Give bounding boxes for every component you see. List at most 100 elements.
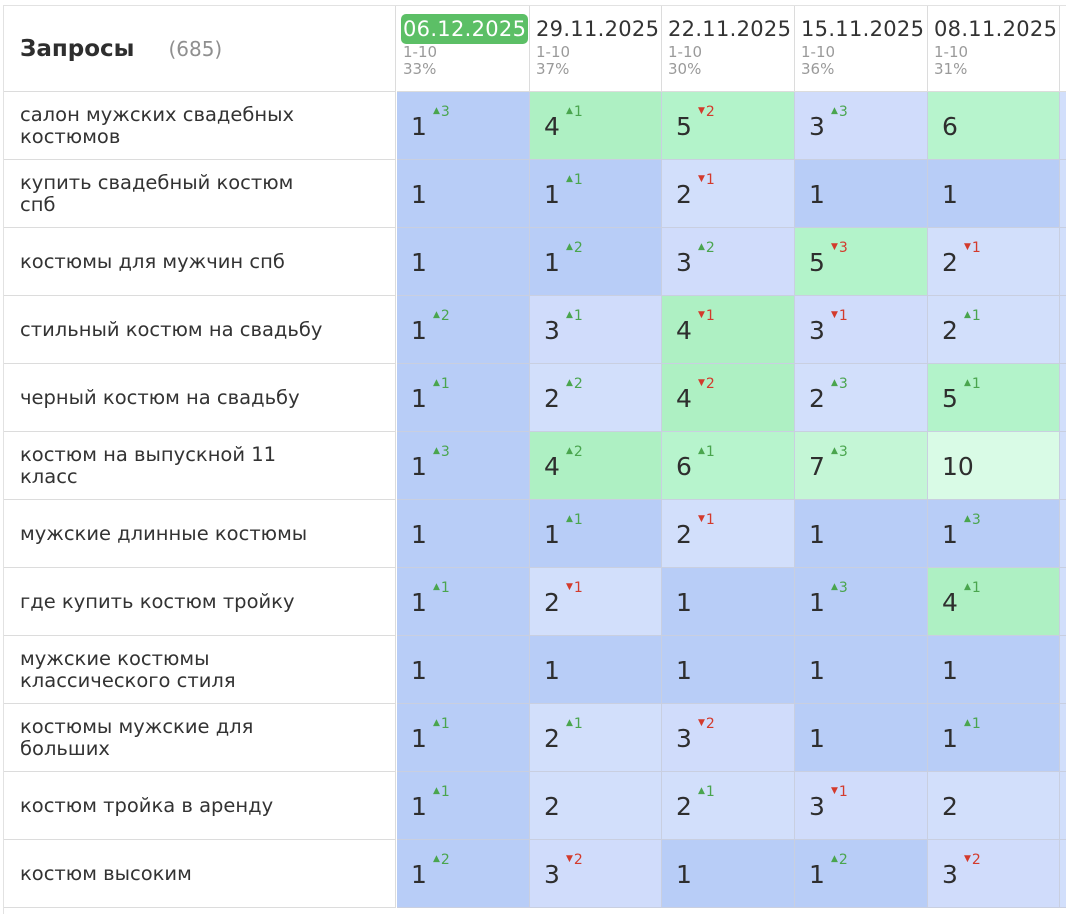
delta-up: ▲2 (566, 444, 583, 460)
position-cell[interactable]: 1 (530, 636, 662, 704)
position-cell[interactable]: 2 (530, 772, 662, 840)
position-cell[interactable]: 1 ▲1 (530, 500, 662, 568)
position-cell[interactable]: 2 (928, 772, 1060, 840)
position-cell[interactable]: 2 ▲3 (795, 364, 928, 432)
delta-up: ▲1 (566, 716, 583, 732)
position-cell[interactable]: 2 ▲1 (662, 772, 795, 840)
arrow-up-icon: ▲ (566, 242, 573, 252)
position-cell[interactable]: 1 (662, 840, 795, 908)
position-cell[interactable]: 5 ▼2 (662, 92, 795, 160)
position-value: 2 (942, 792, 958, 821)
position-cell[interactable]: 1 ▲3 (795, 568, 928, 636)
position-cell[interactable]: 3 ▲1 (530, 296, 662, 364)
position-cell[interactable]: 1 ▲1 (397, 364, 530, 432)
position-cell[interactable]: 3 ▼2 (662, 704, 795, 772)
position-cell[interactable]: 3 ▲2 (662, 228, 795, 296)
position-cell[interactable]: 3 ▼2 (928, 840, 1060, 908)
position-cell[interactable]: 1 ▲2 (795, 840, 928, 908)
position-cell[interactable]: 1 ▲3 (397, 92, 530, 160)
position-cell[interactable]: 3 ▼1 (795, 772, 928, 840)
query-cell[interactable]: костюм высоким (4, 840, 396, 908)
position-cell[interactable]: 1 ▲1 (397, 772, 530, 840)
position-cell[interactable]: 1 ▲1 (530, 160, 662, 228)
date-column-header[interactable]: 08.11.2025 1-10 31% (928, 6, 1060, 92)
position-cell[interactable]: 5 ▼3 (795, 228, 928, 296)
position-cell[interactable]: 1 (795, 500, 928, 568)
query-cell[interactable]: черный костюм на свадьбу (4, 364, 396, 432)
position-cell[interactable]: 2 ▼1 (662, 160, 795, 228)
arrow-up-icon: ▲ (433, 310, 440, 320)
query-cell[interactable]: костюм тройка в аренду (4, 772, 396, 840)
delta-value: 1 (705, 444, 715, 460)
position-cell[interactable]: 4 ▲1 (928, 568, 1060, 636)
position-cell[interactable]: 1 (397, 228, 530, 296)
position-cell[interactable]: 1 (795, 704, 928, 772)
position-cell[interactable]: 5 ▲1 (928, 364, 1060, 432)
query-cell[interactable]: костюмы мужские для больших (4, 704, 396, 772)
position-cell[interactable]: 6 (928, 92, 1060, 160)
position-cell[interactable]: 4 ▲1 (530, 92, 662, 160)
query-cell[interactable]: стильный костюм на свадьбу (4, 296, 396, 364)
delta-value: 1 (573, 716, 583, 732)
delta-up: ▲2 (433, 308, 450, 324)
position-cell[interactable]: 4 ▼2 (662, 364, 795, 432)
position-cell[interactable]: 1 (662, 568, 795, 636)
position-cell[interactable]: 1 ▲2 (397, 296, 530, 364)
position-cell[interactable]: 3 ▲3 (795, 92, 928, 160)
delta-value: 1 (971, 240, 981, 256)
delta-up: ▲1 (964, 580, 981, 596)
position-cell[interactable]: 1 (928, 160, 1060, 228)
position-cell[interactable]: 1 ▲3 (397, 432, 530, 500)
query-cell[interactable]: мужские костюмы классического стиля (4, 636, 396, 704)
position-value: 4 (676, 384, 692, 413)
date-column-header[interactable]: 29.11.2025 1-10 37% (530, 6, 662, 92)
date-column-header[interactable]: 22.11.2025 1-10 30% (662, 6, 795, 92)
delta-value: 1 (440, 716, 450, 732)
date-column-header[interactable]: 06.12.2025 1-10 33% (397, 6, 530, 92)
position-cell[interactable]: 3 ▼2 (530, 840, 662, 908)
position-cell[interactable]: 1 ▲1 (397, 704, 530, 772)
position-cell[interactable]: 6 ▲1 (662, 432, 795, 500)
arrow-up-icon: ▲ (566, 310, 573, 320)
delta-value: 3 (838, 376, 848, 392)
position-cell[interactable]: 1 ▲1 (397, 568, 530, 636)
position-cell-clipped (1060, 500, 1066, 568)
position-cell[interactable]: 1 (795, 160, 928, 228)
position-cell[interactable]: 4 ▼1 (662, 296, 795, 364)
position-cell[interactable]: 1 (397, 160, 530, 228)
query-cell[interactable]: мужские длинные костюмы (4, 500, 396, 568)
position-cell[interactable]: 10 (928, 432, 1060, 500)
arrow-down-icon: ▼ (831, 786, 838, 796)
queries-header[interactable]: Запросы (685) (4, 6, 396, 92)
position-value: 2 (676, 180, 692, 209)
query-cell[interactable]: костюм на выпускной 11 класс (4, 432, 396, 500)
position-cell[interactable]: 1 ▲3 (928, 500, 1060, 568)
query-cell[interactable]: купить свадебный костюм спб (4, 160, 396, 228)
position-cell[interactable]: 2 ▼1 (928, 228, 1060, 296)
delta-value: 2 (705, 104, 715, 120)
delta-value: 3 (838, 444, 848, 460)
position-cell[interactable]: 1 (662, 636, 795, 704)
position-value: 7 (809, 452, 825, 481)
position-cell[interactable]: 2 ▼1 (662, 500, 795, 568)
position-cell[interactable]: 2 ▲1 (530, 704, 662, 772)
query-cell[interactable]: костюмы для мужчин спб (4, 228, 396, 296)
position-cell[interactable]: 1 ▲2 (530, 228, 662, 296)
position-cell[interactable]: 1 ▲2 (397, 840, 530, 908)
position-cell[interactable]: 1 (928, 636, 1060, 704)
position-cell[interactable]: 2 ▲2 (530, 364, 662, 432)
position-cell[interactable]: 1 (795, 636, 928, 704)
position-cell[interactable]: 2 ▲1 (928, 296, 1060, 364)
position-cell[interactable]: 3 ▼1 (795, 296, 928, 364)
position-cell[interactable]: 1 (397, 500, 530, 568)
position-cell[interactable]: 4 ▲2 (530, 432, 662, 500)
query-cell[interactable]: салон мужских свадебных костюмов (4, 92, 396, 160)
position-cell[interactable]: 1 (397, 636, 530, 704)
query-cell[interactable]: где купить костюм тройку (4, 568, 396, 636)
position-cell[interactable]: 2 ▼1 (530, 568, 662, 636)
position-cell[interactable]: 7 ▲3 (795, 432, 928, 500)
table-left-border (3, 5, 4, 914)
position-cell[interactable]: 1 ▲1 (928, 704, 1060, 772)
date-column-header[interactable]: 15.11.2025 1-10 36% (795, 6, 928, 92)
delta-value: 1 (573, 104, 583, 120)
